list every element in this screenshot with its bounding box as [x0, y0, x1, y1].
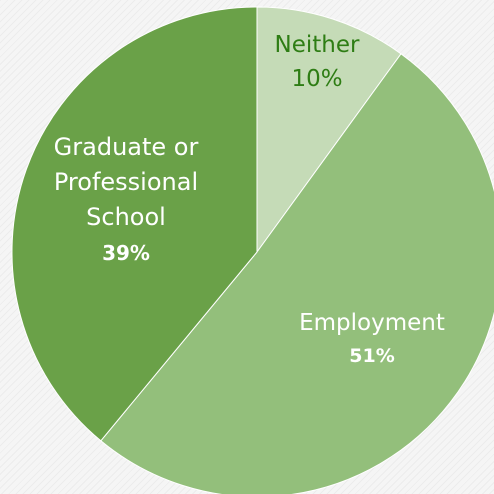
slice-label-line: School [86, 203, 166, 231]
slice-label-line: Neither [275, 32, 360, 58]
slice-label-line: Employment [299, 310, 445, 336]
pie-slice-employment [100, 53, 494, 494]
slice-label-line: Professional [54, 168, 198, 196]
pie-slice-graduate-or-professional-school [11, 6, 258, 442]
pie-slices [11, 6, 494, 494]
slice-label-line: Graduate or [54, 133, 199, 161]
slice-label: Employment 51% [299, 310, 445, 367]
pie-slice-neither [256, 6, 402, 254]
slice-value-label: 39% [102, 241, 150, 265]
slice-value-label: 10% [291, 66, 342, 92]
slice-value-label: 51% [349, 345, 394, 367]
slice-label: Neither 10% [275, 32, 360, 92]
slice-label: Graduate or Professional School 39% [54, 133, 199, 265]
pie-labels: Neither 10% Employment 51% Graduate or Profes… [54, 32, 445, 367]
